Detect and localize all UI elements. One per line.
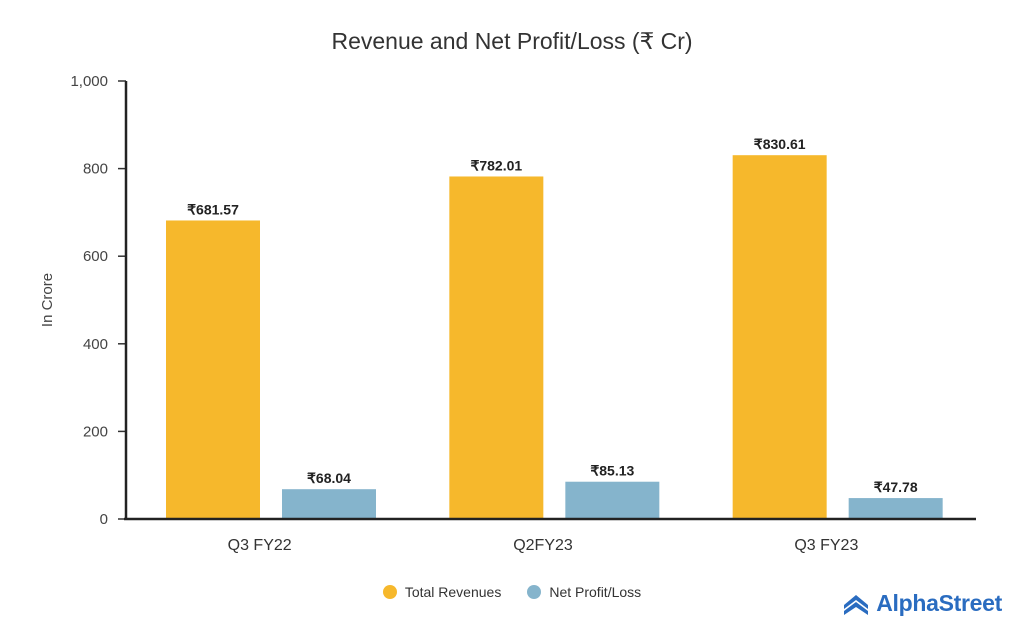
bar — [166, 220, 260, 519]
bar — [848, 498, 943, 519]
legend-label-total-revenues: Total Revenues — [404, 584, 502, 600]
bar-chart: In Crore 0 200 400 600 800 1,000 ₹681.57 ₹68.04 Q… — [39, 73, 976, 554]
data-label: ₹47.78 — [874, 479, 918, 495]
data-label: ₹782.01 — [470, 157, 522, 173]
y-tick-label: 200 — [83, 423, 108, 440]
y-axis-label: In Crore — [39, 273, 56, 327]
logo-text: AlphaStreet — [876, 590, 1002, 616]
legend-item-net-profit-loss: Net Profit/Loss — [527, 584, 641, 600]
bar — [732, 155, 827, 520]
x-tick-label: Q3 FY23 — [794, 537, 858, 554]
data-label: ₹830.61 — [754, 136, 806, 152]
y-tick-label: 1,000 — [70, 73, 108, 90]
chart-legend: Total Revenues Net Profit/Loss — [0, 584, 1024, 600]
y-tick-label: 400 — [83, 336, 108, 353]
bar — [449, 176, 544, 519]
legend-label-net-profit-loss: Net Profit/Loss — [549, 584, 642, 600]
y-tick-label: 600 — [83, 248, 108, 265]
bar — [565, 481, 660, 519]
legend-item-total-revenues: Total Revenues — [382, 584, 502, 600]
legend-swatch-net-profit-loss — [527, 585, 542, 599]
legend-swatch-total-revenues — [382, 585, 397, 599]
alphastreet-logo: AlphaStreet — [842, 590, 1002, 617]
x-tick-label: Q2FY23 — [513, 537, 573, 554]
data-label: ₹85.13 — [590, 463, 634, 479]
y-tick-label: 800 — [83, 161, 108, 178]
alphastreet-logo-icon — [844, 594, 869, 615]
data-label: ₹68.04 — [307, 470, 351, 486]
y-tick-label: 0 — [100, 511, 108, 528]
data-label: ₹681.57 — [187, 201, 239, 217]
bar — [282, 489, 376, 519]
chart-title: Revenue and Net Profit/Loss (₹ Cr) — [331, 28, 693, 54]
x-tick-label: Q3 FY22 — [228, 537, 292, 554]
